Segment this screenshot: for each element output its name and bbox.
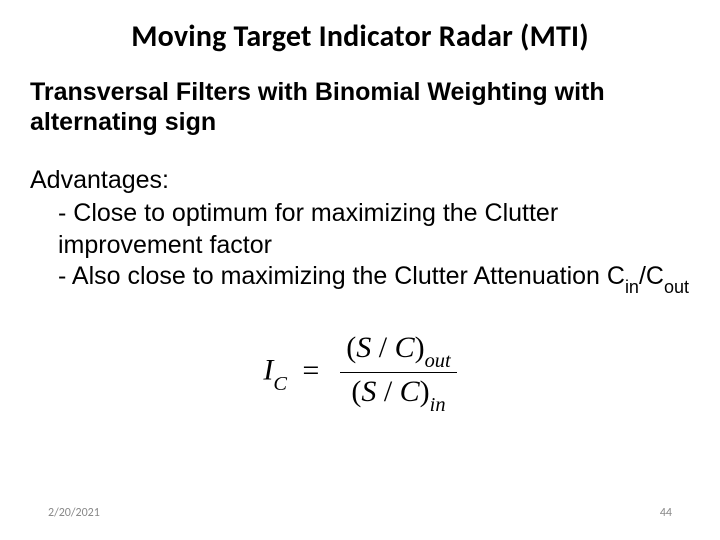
bullet-2-prefix: - Also close to maximizing the Clutter A… [58, 262, 625, 290]
bullet-2-sub-out: out [664, 277, 689, 297]
num-slash: / [371, 331, 394, 364]
formula-numerator: (S / C)out [340, 331, 456, 373]
advantages-heading: Advantages: [30, 165, 690, 196]
formula-fraction: (S / C)out (S / C)in [340, 331, 456, 414]
bullet-1: - Close to optimum for maximizing the Cl… [30, 198, 690, 261]
bullet-2-sub-in: in [625, 277, 639, 297]
slide-footer: 2/20/2021 44 [48, 506, 672, 520]
num-C: C [395, 331, 415, 364]
den-open: ( [351, 375, 361, 408]
footer-date: 2/20/2021 [48, 506, 100, 520]
den-sub: in [430, 394, 446, 416]
slide: Moving Target Indicator Radar (MTI) Tran… [0, 0, 720, 540]
num-sub: out [425, 350, 451, 372]
den-C: C [400, 375, 420, 408]
slide-subtitle: Transversal Filters with Binomial Weight… [30, 77, 690, 137]
den-close: ) [420, 375, 430, 408]
num-S: S [356, 331, 371, 364]
formula-equals: = [294, 354, 326, 387]
den-S: S [361, 375, 376, 408]
footer-page-number: 44 [660, 506, 672, 520]
formula-I-sub: C [273, 373, 287, 395]
bullet-2: - Also close to maximizing the Clutter A… [30, 261, 690, 296]
formula-denominator: (S / C)in [340, 373, 456, 414]
slide-body: Advantages: - Close to optimum for maxim… [30, 165, 690, 295]
formula: IC = (S / C)out (S / C)in [30, 331, 690, 414]
formula-I: I [263, 354, 273, 387]
num-close: ) [415, 331, 425, 364]
den-slash: / [376, 375, 399, 408]
num-open: ( [346, 331, 356, 364]
bullet-2-slash: /C [639, 262, 664, 290]
slide-title: Moving Target Indicator Radar (MTI) [30, 18, 690, 55]
